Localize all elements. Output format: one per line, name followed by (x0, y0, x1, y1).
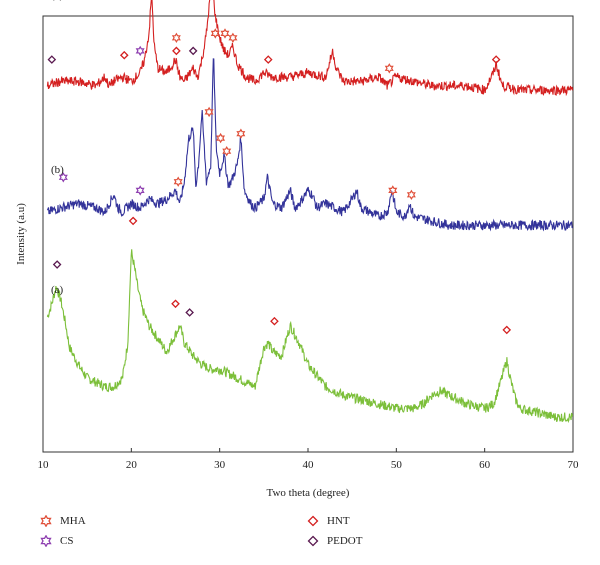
x-tick-label: 60 (479, 459, 491, 471)
diamond-icon (307, 515, 319, 527)
star-icon (40, 515, 52, 527)
star-marker (58, 172, 68, 183)
legend-label-cs: CS (60, 535, 74, 547)
diamond-marker (47, 55, 57, 64)
x-tick-label: 40 (303, 459, 315, 471)
series-line-0 (46, 249, 574, 424)
star-marker (406, 189, 416, 200)
star-marker (210, 28, 220, 39)
legend-item-hnt: HNT (307, 515, 350, 527)
star-marker (388, 185, 398, 196)
star-marker (216, 132, 226, 144)
x-tick-label: 30 (214, 459, 226, 471)
star-marker (171, 32, 181, 43)
diamond-marker (119, 50, 129, 60)
legend-label-pedot: PEDOT (327, 535, 363, 547)
diamond-marker (128, 216, 138, 226)
star-marker (220, 28, 230, 39)
diamond-marker (52, 260, 62, 269)
star-marker (222, 146, 232, 157)
series-line-2 (46, 0, 574, 97)
star-marker (228, 32, 238, 43)
star-marker (135, 45, 145, 57)
star-icon (40, 535, 52, 547)
x-tick-label: 10 (38, 459, 50, 471)
x-tick-label: 70 (568, 459, 580, 471)
x-tick-label: 20 (126, 459, 138, 471)
diamond-marker (185, 308, 194, 317)
legend-item-cs: CS (40, 535, 73, 547)
x-axis-label: Two theta (degree) (267, 487, 350, 499)
series-curves (46, 0, 574, 424)
diamond-marker (502, 325, 512, 335)
star-marker (135, 185, 145, 196)
xrd-chart: 10 20 30 40 50 60 70 Two theta (degree) Intens… (15, 0, 580, 499)
curve-label: (c) (51, 0, 64, 2)
series-line-1 (46, 58, 574, 232)
curve-label: (a) (51, 284, 64, 296)
curve-labels: (a) (b) (c) (51, 0, 64, 296)
diamond-marker (171, 299, 180, 309)
x-tick-label: 50 (391, 459, 403, 471)
star-marker (236, 128, 246, 139)
diamond-marker (270, 316, 279, 326)
legend-item-mha: MHA (40, 515, 86, 527)
star-marker (384, 63, 394, 74)
curve-label: (b) (51, 164, 64, 176)
x-axis-ticks: 10 20 30 40 50 60 70 (38, 448, 580, 471)
legend-item-pedot: PEDOT (307, 535, 362, 547)
legend: MHA CS HNT PEDOT (0, 505, 600, 560)
diamond-marker (172, 46, 181, 56)
diamond-marker (188, 46, 198, 56)
star-marker (173, 176, 183, 187)
legend-label-mha: MHA (60, 515, 86, 527)
legend-label-hnt: HNT (327, 515, 350, 527)
y-axis-label: Intensity (a.u) (15, 203, 27, 265)
diamond-icon (307, 535, 319, 547)
diamond-marker (491, 55, 501, 64)
star-marker (204, 106, 214, 118)
peak-markers (47, 28, 512, 335)
diamond-marker (263, 55, 273, 64)
